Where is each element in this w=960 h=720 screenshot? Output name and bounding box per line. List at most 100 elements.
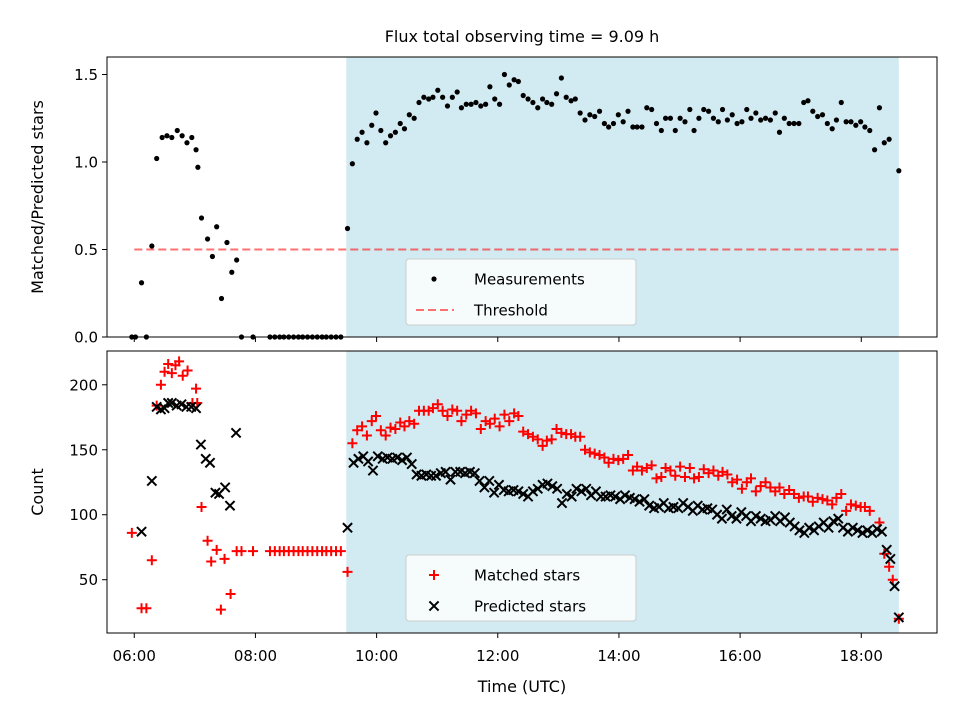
measurement-point bbox=[667, 115, 674, 121]
measurement-point bbox=[563, 94, 569, 100]
predicted-star-point bbox=[159, 402, 170, 414]
measurement-point bbox=[411, 115, 417, 121]
legend-label: Measurements bbox=[474, 271, 585, 289]
measurement-point bbox=[209, 253, 216, 260]
matched-star-point bbox=[812, 492, 823, 503]
matched-star-point bbox=[432, 399, 443, 410]
measurement-point bbox=[606, 124, 612, 130]
measurement-point bbox=[672, 127, 678, 134]
matched-star-point bbox=[665, 465, 676, 476]
measurement-point bbox=[753, 110, 759, 116]
predicted-star-point bbox=[190, 402, 202, 414]
matched-star-point bbox=[736, 483, 747, 494]
predicted-star-point bbox=[483, 475, 495, 487]
predicted-star-point bbox=[885, 553, 896, 565]
measurement-point bbox=[501, 71, 508, 78]
measurement-point bbox=[833, 117, 840, 123]
measurement-point bbox=[838, 99, 844, 106]
measurement-point bbox=[440, 94, 446, 100]
predicted-star-point bbox=[474, 475, 485, 487]
matched-star-point bbox=[163, 358, 174, 369]
matched-star-point bbox=[675, 461, 686, 472]
measurement-point bbox=[359, 129, 365, 135]
measurement-point bbox=[549, 101, 555, 107]
measurement-point bbox=[530, 99, 536, 106]
predicted-star-point bbox=[731, 513, 742, 524]
measurement-point bbox=[164, 133, 170, 139]
measurement-point bbox=[853, 122, 859, 128]
measurement-point bbox=[214, 224, 220, 230]
measurement-point bbox=[862, 124, 868, 130]
measurement-point bbox=[815, 113, 821, 120]
measurement-point bbox=[525, 96, 531, 102]
measurement-point bbox=[682, 119, 688, 125]
measurement-point bbox=[662, 115, 669, 121]
measurement-point bbox=[492, 96, 498, 102]
matched-star-point bbox=[884, 561, 895, 572]
measurement-point bbox=[577, 110, 583, 116]
matched-star-point bbox=[452, 405, 463, 416]
matched-star-point bbox=[722, 469, 733, 480]
ratio-legend: Measurements Threshold bbox=[405, 258, 637, 326]
measurement-point bbox=[601, 120, 607, 127]
matched-star-point bbox=[202, 535, 213, 546]
matched-star-point bbox=[141, 603, 152, 614]
y-tick-label: 1.5 bbox=[74, 66, 98, 84]
predicted-star-point bbox=[488, 487, 500, 498]
predicted-star-point bbox=[716, 513, 728, 524]
count-points bbox=[126, 356, 905, 624]
matched-star-point bbox=[532, 434, 543, 445]
matched-star-point bbox=[342, 566, 353, 577]
matched-star-point bbox=[489, 413, 500, 424]
measurement-point bbox=[344, 225, 351, 232]
y-tick-label: 1.0 bbox=[74, 154, 98, 172]
matched-star-point bbox=[335, 546, 346, 557]
measurement-point bbox=[234, 257, 240, 263]
matched-star-point bbox=[760, 477, 771, 488]
y-tick-label: 0.5 bbox=[74, 241, 98, 259]
measurement-point bbox=[791, 120, 797, 127]
matched-star-point bbox=[225, 589, 236, 600]
predicted-star-point bbox=[224, 500, 236, 511]
measurement-point bbox=[218, 295, 225, 302]
matched-star-point bbox=[608, 453, 619, 464]
measurement-point bbox=[781, 115, 787, 121]
matched-star-point bbox=[589, 448, 600, 459]
matched-star-point bbox=[437, 405, 448, 416]
predicted-star-point bbox=[832, 513, 844, 524]
matched-star-point bbox=[679, 472, 690, 483]
matched-star-point bbox=[159, 366, 170, 377]
measurement-point bbox=[582, 117, 588, 123]
matched-star-point bbox=[196, 501, 207, 512]
legend-label: Predicted stars bbox=[474, 598, 586, 616]
measurement-point bbox=[511, 77, 517, 83]
matched-star-point bbox=[219, 553, 230, 564]
measurement-point bbox=[193, 147, 199, 153]
matched-star-point bbox=[684, 462, 695, 473]
x-tick-label: 10:00 bbox=[355, 647, 398, 665]
measurement-point bbox=[843, 119, 849, 125]
measurement-point bbox=[758, 117, 764, 123]
measurement-point bbox=[473, 99, 479, 106]
matched-star-point bbox=[670, 470, 681, 481]
measurement-point bbox=[610, 120, 617, 127]
count-y-ticks: 50 100 150 200 bbox=[69, 376, 107, 589]
measurement-point bbox=[558, 75, 564, 81]
matched-star-point bbox=[623, 449, 634, 460]
predicted-star-point bbox=[440, 466, 451, 478]
matched-star-point bbox=[504, 416, 515, 427]
matched-star-point bbox=[357, 421, 368, 432]
measurement-point bbox=[639, 124, 645, 130]
measurement-point bbox=[630, 124, 636, 130]
count-x-ticks: 06:00 08:00 10:00 12:00 14:00 16:00 18:00 bbox=[113, 633, 883, 665]
measurement-point bbox=[644, 105, 650, 111]
x-tick-label: 08:00 bbox=[234, 647, 277, 665]
measurement-point bbox=[867, 127, 873, 134]
ratio-x-ticks bbox=[133, 337, 862, 342]
matched-star-point bbox=[211, 544, 222, 555]
measurement-point bbox=[691, 127, 697, 134]
matched-star-point bbox=[546, 434, 557, 445]
legend-box bbox=[405, 554, 637, 622]
matched-star-point bbox=[470, 408, 481, 419]
legend-label: Threshold bbox=[473, 302, 548, 320]
